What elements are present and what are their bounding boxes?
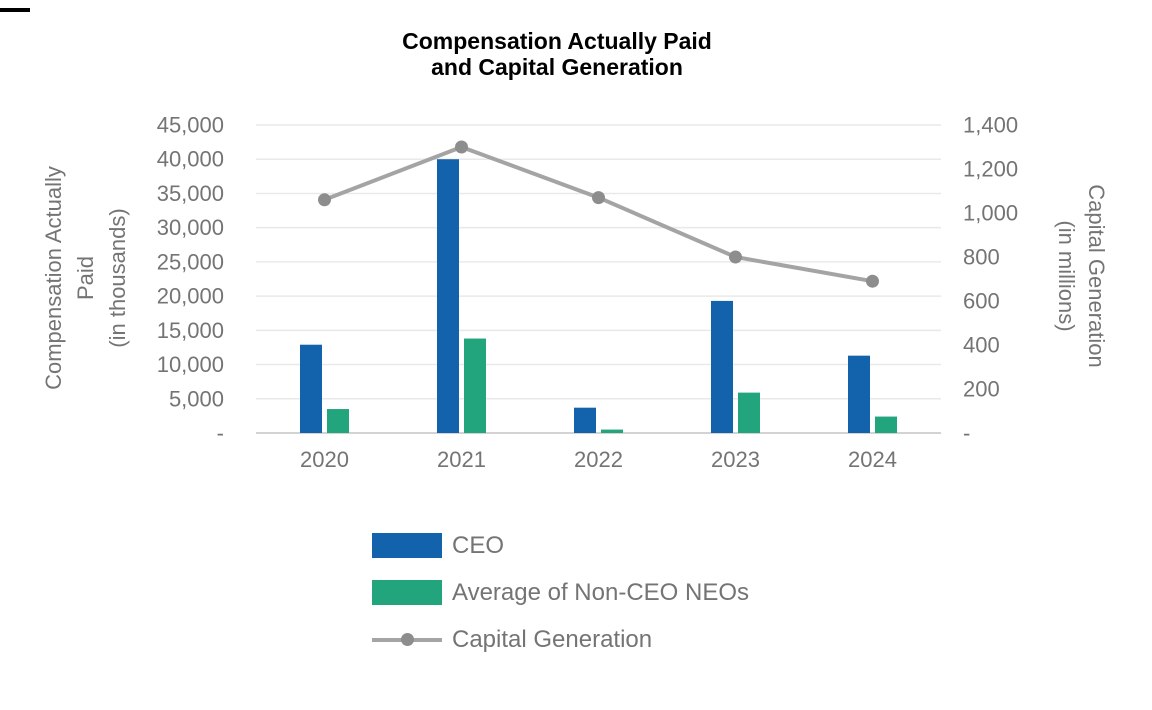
left-axis-title-line-2: Paid (73, 255, 98, 301)
left-axis-tick-label: 20,000 (157, 284, 224, 309)
right-axis-tick-label: 800 (963, 245, 1000, 270)
right-axis-title: Capital Generation (in millions) (1051, 184, 1111, 367)
left-axis-tick-label: 30,000 (157, 215, 224, 240)
left-axis-tick-label: 5,000 (169, 386, 224, 411)
x-axis-label-2020: 2020 (300, 447, 349, 472)
capital-generation-series-swatch (372, 627, 442, 652)
right-axis-tick-label: 200 (963, 377, 1000, 402)
ceo-series-swatch (372, 533, 442, 558)
chart-legend: CEO Average of Non-CEO NEOs Capital Gene… (372, 531, 750, 674)
bar-ceo-2022 (574, 407, 596, 433)
right-axis-tick-label: 400 (963, 333, 1000, 358)
chart-title-line-1: Compensation Actually Paid (402, 28, 712, 54)
legend-item-capital-generation: Capital Generation (372, 625, 749, 653)
left-axis-tick-label: 35,000 (157, 181, 224, 206)
left-axis-tick-label: 10,000 (157, 352, 224, 377)
legend-label-capital-generation: Capital Generation (452, 625, 653, 653)
right-axis-tick-label: 1,000 (963, 201, 1018, 226)
left-axis-tick-label: 25,000 (157, 249, 224, 274)
x-axis-label-2022: 2022 (574, 447, 623, 472)
line-marker-2021 (455, 140, 468, 154)
left-axis-tick-label: 45,000 (157, 113, 224, 138)
right-axis-title-line-1: Capital Generation (1084, 184, 1109, 368)
chart-title: Compensation Actually Paid and Capital G… (402, 28, 712, 80)
legend-dot-marker (400, 633, 414, 646)
line-marker-2023 (729, 250, 742, 264)
right-axis-tick-label: 600 (963, 289, 1000, 314)
x-axis-label-2021: 2021 (437, 447, 486, 472)
bar-ceo-2021 (437, 159, 459, 433)
left-axis-tick-label: 15,000 (157, 318, 224, 343)
right-axis-tick-label: 1,200 (963, 157, 1018, 182)
line-marker-2020 (318, 193, 331, 207)
legend-item-ceo: CEO (372, 531, 749, 559)
left-axis-tick-label: 40,000 (157, 147, 224, 172)
bar-ceo-2023 (711, 300, 733, 433)
line-marker-2022 (592, 191, 605, 205)
right-axis-tick-label: 1,400 (963, 113, 1018, 138)
left-axis-tick-label: - (217, 421, 224, 446)
legend-label-non-ceo-neos: Average of Non-CEO NEOs (452, 578, 750, 606)
legend-label-ceo: CEO (452, 531, 505, 559)
line-marker-2024 (866, 274, 879, 288)
left-axis-title-line-3: (in thousands) (105, 208, 130, 348)
bar-average-of-non-ceo-neos-2020 (327, 409, 349, 433)
chart-title-line-2: and Capital Generation (431, 54, 683, 80)
bar-average-of-non-ceo-neos-2021 (464, 338, 486, 433)
capital-generation-line (323, 144, 873, 284)
right-axis-tick-label: - (963, 421, 970, 446)
left-axis-title: Compensation Actually Paid (in thousands… (38, 166, 134, 390)
x-axis-label-2024: 2024 (848, 447, 897, 472)
left-axis-title-line-1: Compensation Actually (41, 166, 66, 390)
bar-average-of-non-ceo-neos-2023 (738, 392, 760, 433)
chart-canvas: 45,000 40,000 35,000 30,000 25,000 20,000 15,0… (157, 113, 1018, 473)
x-axis-label-2023: 2023 (711, 447, 760, 472)
bar-average-of-non-ceo-neos-2024 (875, 416, 897, 433)
bar-ceo-2020 (300, 344, 322, 433)
bar-ceo-2024 (848, 355, 870, 433)
right-axis-title-line-2: (in millions) (1054, 220, 1079, 332)
legend-item-non-ceo-neos: Average of Non-CEO NEOs (372, 578, 750, 606)
bar-average-of-non-ceo-neos-2022 (601, 429, 623, 433)
non-ceo-neos-series-swatch (372, 580, 442, 605)
top-left-screen-artifact (0, 8, 30, 12)
